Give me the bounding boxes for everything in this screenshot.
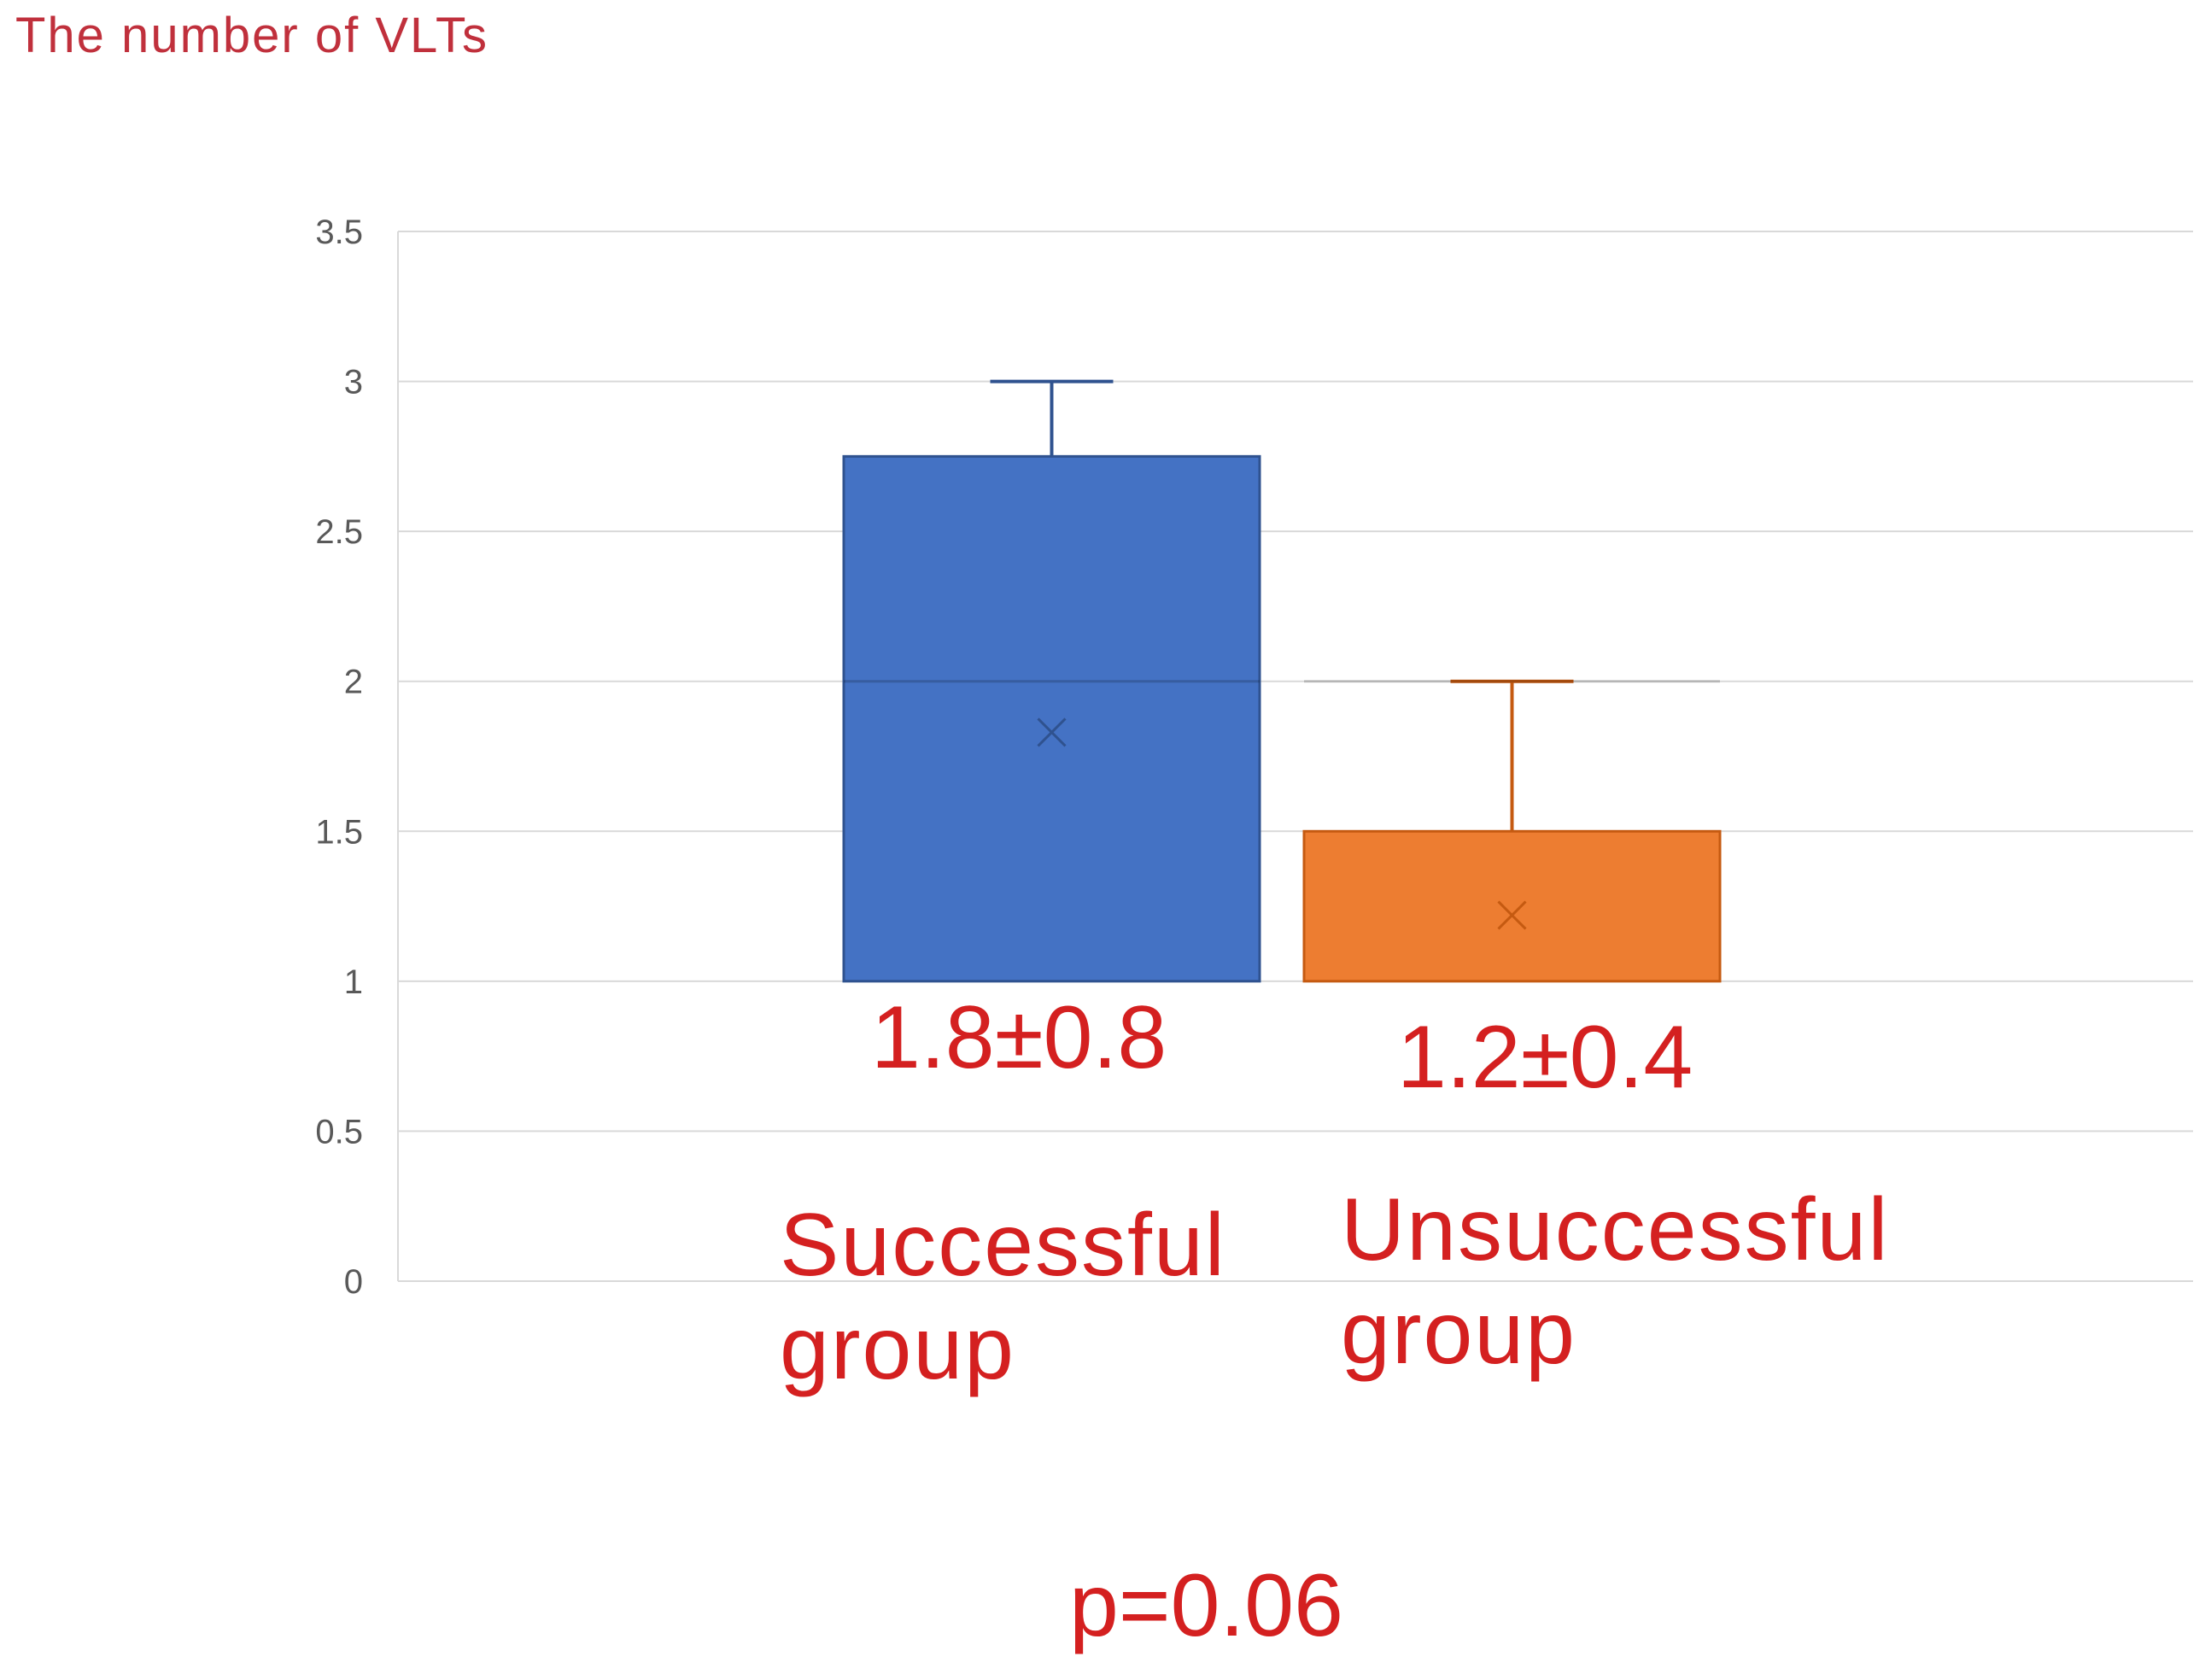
mean-marker — [1497, 900, 1527, 930]
y-tick-label: 1.5 — [315, 813, 363, 851]
y-tick-label: 2.5 — [315, 513, 363, 551]
y-tick-label: 2 — [344, 664, 363, 701]
mean-marker — [1037, 717, 1067, 747]
successful-value-label: 1.8±0.8 — [871, 988, 1167, 1087]
box — [842, 454, 1261, 983]
y-tick-label: 3.5 — [315, 214, 363, 251]
unsuccessful-value-label: 1.2±0.4 — [1397, 1008, 1693, 1107]
y-axis-title: The number of VLTs — [15, 8, 488, 63]
y-tick-label: 1 — [344, 963, 363, 1001]
y-tick-label: 0.5 — [315, 1113, 363, 1150]
unsuccessful-group-label: Unsuccessful group — [1341, 1180, 1890, 1383]
y-tick-label: 3 — [344, 364, 363, 401]
p-value-label: p=0.06 — [1069, 1556, 1343, 1655]
box — [1302, 829, 1722, 983]
successful-group-label: Successful group — [780, 1196, 1226, 1398]
y-tick-label: 0 — [344, 1263, 363, 1301]
